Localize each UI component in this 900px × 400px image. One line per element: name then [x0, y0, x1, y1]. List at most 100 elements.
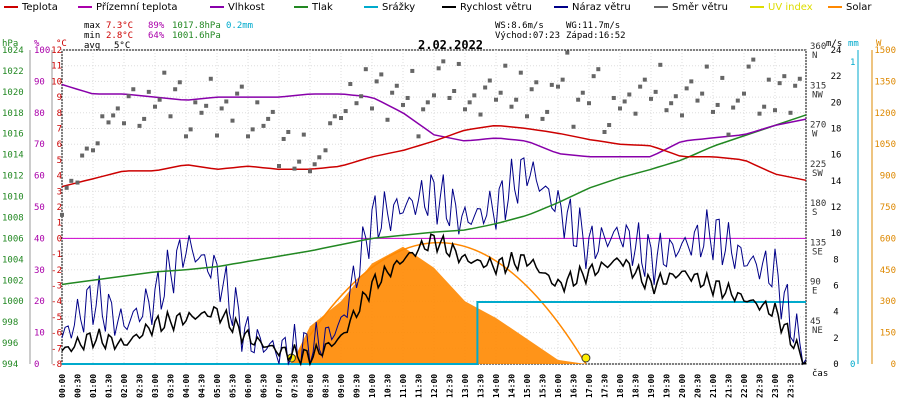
legend-item: Srážky	[364, 2, 415, 13]
wind-direction-point	[301, 132, 306, 137]
stats-avg-temp: 5°C	[114, 41, 131, 51]
wind-direction-point	[64, 185, 69, 190]
x-tick-label: 03:30	[167, 374, 176, 398]
wind-direction-point	[308, 169, 312, 174]
wind-direction-point	[359, 94, 364, 99]
wind-direction-point	[270, 109, 275, 114]
axis-tick-w: 1350	[874, 77, 896, 87]
wind-direction-point	[75, 180, 80, 185]
stats-wg: WG:11.7m/s	[566, 21, 621, 31]
wind-direction-point	[452, 88, 457, 93]
wind-direction-point	[261, 123, 266, 128]
wind-direction-point	[281, 136, 286, 141]
series-gust	[61, 157, 807, 366]
axis-unit-hpa: hPa	[2, 39, 18, 49]
wind-direction-point	[60, 212, 64, 217]
wind-direction-point	[664, 108, 669, 113]
uv-marker	[581, 353, 591, 363]
axis-tick-hpa: 1020	[2, 88, 24, 98]
wind-direction-point	[230, 118, 235, 123]
axis-tick-temp: -1	[51, 250, 62, 260]
x-tick-label: 05:00	[213, 374, 222, 398]
axis-tick-temp: -2	[51, 266, 62, 276]
stats-max-label: max	[84, 21, 101, 31]
wind-direction-point	[478, 112, 483, 117]
axis-tick-temp: 10	[51, 77, 62, 87]
series-solar	[291, 246, 586, 364]
legend-swatch	[210, 6, 224, 8]
axis-tick-hpa: 1002	[2, 276, 24, 286]
axis-tick-mm: 0	[850, 360, 855, 370]
wind-direction-point	[115, 106, 120, 111]
legend-item: Tlak	[294, 2, 333, 13]
axis-tick-hpa: 1008	[2, 213, 24, 223]
wind-direction-point	[255, 100, 260, 105]
x-tick-label: 07:30	[291, 374, 300, 398]
wind-direction-point	[580, 90, 585, 95]
wind-direction-point	[100, 114, 105, 119]
axis-tick-dir-label: SE	[812, 247, 823, 257]
axis-tick-dir-deg: 360	[810, 42, 826, 52]
wind-direction-point	[224, 99, 229, 104]
wind-direction-point	[695, 98, 700, 103]
legend-label: Teplota	[22, 2, 58, 13]
x-tick-label: 23:00	[771, 374, 780, 398]
axis-tick-w: 300	[880, 297, 896, 307]
x-tick-label: 09:00	[337, 374, 346, 398]
wind-direction-point	[286, 129, 291, 134]
wind-direction-point	[219, 106, 224, 111]
axis-tick-dir-label: NE	[812, 326, 823, 336]
axis-tick-pct: 0	[34, 360, 39, 370]
x-tick-label: 14:00	[492, 374, 501, 398]
wind-direction-point	[565, 50, 570, 55]
wind-direction-point	[410, 68, 415, 73]
axis-tick-temp: 5	[57, 156, 62, 166]
axis-tick-dir-label: N	[812, 51, 817, 61]
axis-tick-hpa: 1012	[2, 172, 24, 182]
wind-direction-point	[447, 95, 452, 100]
wind-direction-point	[80, 153, 85, 158]
axis-tick-temp: 0	[57, 234, 62, 244]
wind-direction-point	[680, 113, 684, 118]
axis-tick-temp: -5	[51, 313, 62, 323]
axis-tick-dir-label: S	[812, 208, 817, 218]
axis-tick-temp: 11	[51, 62, 62, 72]
stats-max-temp: 7.3°C	[106, 21, 134, 31]
wind-direction-point	[487, 78, 492, 83]
axis-tick-ms: 22	[831, 72, 842, 82]
axis-tick-pct: 40	[34, 234, 45, 244]
axis-tick-hpa: 1004	[2, 255, 24, 265]
axis-tick-temp: 12	[51, 46, 62, 56]
x-tick-label: 22:30	[756, 374, 765, 398]
x-tick-label: 18:30	[632, 374, 641, 398]
chart-title: 2.02.2022	[418, 38, 484, 52]
axis-tick-w: 750	[880, 203, 896, 213]
x-tick-label: 16:00	[554, 374, 563, 398]
axis-tick-pct: 100	[34, 46, 50, 56]
wind-direction-point	[277, 164, 281, 169]
axis-unit-temp: °C	[56, 39, 67, 49]
wind-direction-point	[503, 63, 508, 68]
wind-direction-point	[177, 80, 182, 85]
wind-direction-point	[405, 95, 410, 100]
axis-tick-pct: 20	[34, 297, 45, 307]
axis-tick-w: 600	[880, 234, 896, 244]
axis-tick-pct: 60	[34, 172, 45, 182]
wind-direction-point	[793, 83, 798, 88]
wind-direction-point	[483, 85, 488, 90]
wind-direction-point	[317, 155, 322, 160]
wind-direction-point	[432, 93, 436, 98]
wind-direction-point	[328, 121, 333, 126]
wind-direction-point	[545, 109, 550, 114]
wind-direction-point	[715, 102, 720, 107]
wind-direction-point	[184, 134, 188, 139]
x-tick-label: 01:00	[89, 374, 98, 398]
stats-sunrise: Východ:07:23	[495, 31, 561, 41]
x-tick-label: 01:30	[105, 374, 114, 398]
axis-tick-dir-deg: 270	[810, 121, 826, 131]
series-temperature	[61, 124, 807, 188]
x-tick-label: 07:00	[275, 374, 284, 398]
axis-tick-dir-deg: 225	[810, 160, 826, 170]
wind-direction-point	[193, 100, 198, 105]
